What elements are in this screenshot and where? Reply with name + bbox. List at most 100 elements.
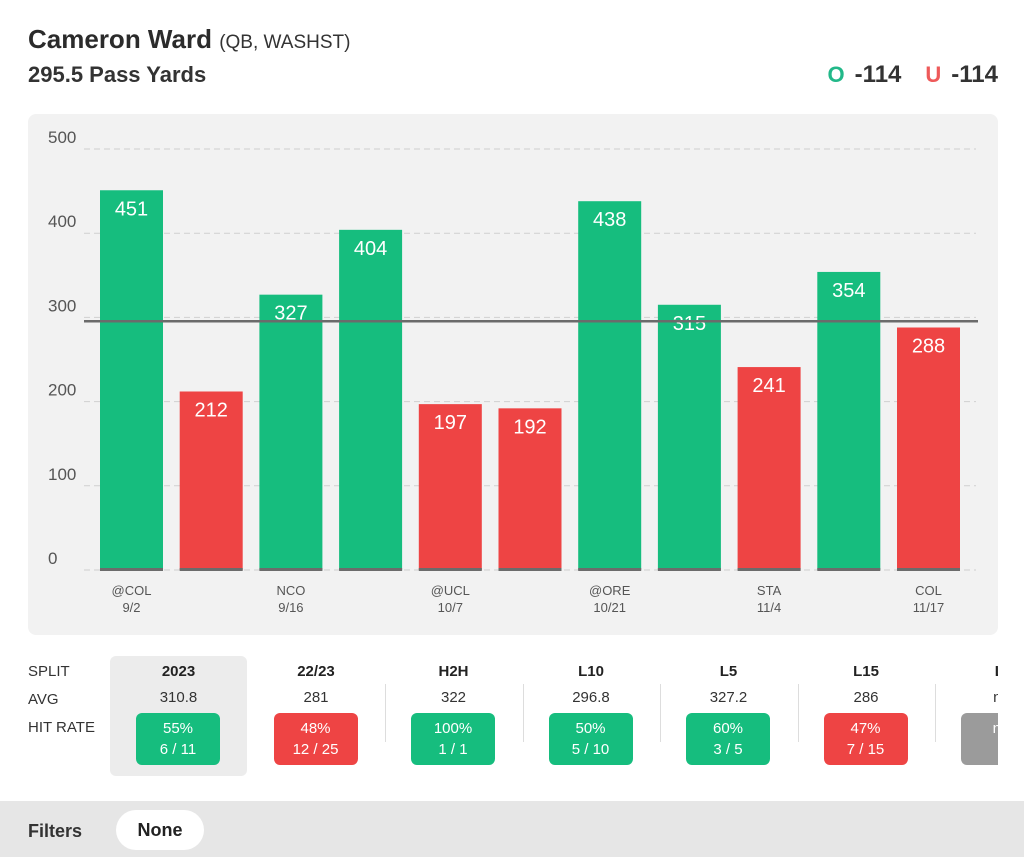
bar (339, 229, 403, 570)
y-tick-label: 400 (48, 212, 76, 231)
x-tick-opponent: @UCL (431, 583, 470, 598)
split-label: SPLIT (28, 663, 70, 680)
split-column-h2h[interactable]: H2H 322 100% 1 / 1 (385, 656, 522, 776)
bar-base (339, 568, 403, 571)
x-tick-opponent: NCO (276, 583, 305, 598)
y-tick-label: 200 (48, 381, 76, 400)
split-name: L3 (935, 663, 998, 680)
over-symbol: O (827, 62, 845, 87)
odds-display: O -114 U -114 (828, 61, 998, 89)
bar-base (179, 568, 243, 571)
split-name: 2023 (161, 663, 196, 680)
hit-rate-record: 1 / 1 (438, 741, 468, 758)
player-meta: (QB, WASHST) (219, 32, 351, 53)
hit-rate-record: 7 / 15 (846, 741, 885, 758)
x-tick-date: 9/2 (122, 600, 140, 615)
under-odds[interactable]: -114 (951, 61, 998, 88)
bar-value-label: 354 (832, 280, 865, 302)
bar (897, 327, 960, 570)
split-column-l10[interactable]: L10 296.8 50% 5 / 10 (522, 656, 660, 776)
y-tick-label: 100 (48, 465, 76, 484)
split-avg: 286 (853, 689, 879, 706)
hit-rate-record: 5 / 10 (571, 741, 610, 758)
bar (657, 304, 721, 570)
hit-rate-percent: 48% (300, 720, 331, 737)
bar-base (657, 568, 721, 571)
split-column-2023[interactable]: 2023 310.8 55% 6 / 11 (110, 656, 247, 776)
bar (817, 271, 881, 570)
hit-rate-percent: 60% (712, 720, 744, 737)
y-tick-label: 500 (48, 128, 76, 147)
bar-value-label: 327 (274, 303, 307, 325)
splits-table: SPLIT AVG HIT RATE 2023 310.8 55% 6 / 11 22/… (28, 656, 998, 776)
split-avg: 327.2 (709, 689, 748, 706)
x-tick-opponent: @COL (112, 583, 152, 598)
column-divider (660, 684, 661, 742)
bar-value-label: 241 (752, 375, 785, 397)
bar-base (498, 568, 562, 571)
filters-bar: Filters None (0, 801, 1024, 857)
hit-rate-record: 6 / 11 (159, 741, 197, 758)
bar-chart: 0 100 200 300 400 500 451 212 327 404 197 192 438 315… (48, 128, 978, 615)
chart-panel: 0 100 200 300 400 500 451 212 327 404 197 192 438 315… (28, 114, 998, 635)
hit-rate-percent: n/a (992, 720, 998, 737)
bar-value-label: 404 (354, 238, 387, 260)
bar-value-label: 438 (593, 209, 626, 231)
bar (418, 404, 482, 570)
bar (179, 391, 243, 570)
split-name: L5 (719, 663, 738, 680)
hit-rate-pill: n/a (961, 713, 998, 765)
header: Cameron Ward (QB, WASHST) 295.5 Pass Yar… (28, 24, 998, 104)
x-tick-date: 9/16 (278, 600, 303, 615)
split-column-2223[interactable]: 22/23 281 48% 12 / 25 (248, 656, 385, 776)
split-avg: 281 (303, 689, 329, 706)
avg-label: AVG (28, 691, 59, 708)
split-avg: n/a (993, 689, 998, 706)
under-symbol: U (925, 62, 942, 87)
split-name: H2H (438, 663, 469, 680)
hit-rate-pill: 47% 7 / 15 (823, 713, 908, 765)
filters-button[interactable]: None (116, 810, 204, 850)
bar-base (817, 568, 881, 571)
hit-rate-record: 3 / 5 (713, 741, 743, 758)
split-avg: 322 (440, 689, 467, 706)
player-title: Cameron Ward (QB, WASHST) (28, 24, 350, 55)
bar (578, 201, 642, 570)
bar (100, 190, 163, 570)
bar-base (737, 568, 801, 571)
x-tick-opponent: STA (757, 583, 782, 598)
split-avg: 310.8 (159, 689, 198, 706)
bar (498, 408, 562, 570)
column-divider (385, 684, 386, 742)
bar-base (259, 568, 323, 571)
bar-base (418, 568, 482, 571)
bar-base (100, 568, 163, 571)
bar-value-label: 315 (673, 313, 706, 335)
split-avg: 296.8 (572, 689, 610, 706)
over-odds[interactable]: -114 (854, 61, 902, 88)
hit-rate-pill: 100% 1 / 1 (411, 713, 495, 765)
hit-rate-percent: 55% (162, 720, 194, 737)
x-tick-opponent: COL (915, 583, 942, 598)
hit-rate-pill: 48% 12 / 25 (273, 713, 358, 765)
split-column-l5[interactable]: L5 327.2 60% 3 / 5 (660, 656, 797, 776)
column-divider (797, 684, 799, 742)
hit-rate-record: 12 / 25 (292, 741, 339, 758)
column-divider (935, 684, 936, 742)
hit-rate-percent: 100% (433, 720, 473, 737)
bar-base (578, 568, 642, 571)
prop-line: 295.5 Pass Yards (28, 62, 207, 87)
hit-rate-pill: 55% 6 / 11 (136, 713, 220, 765)
x-tick-date: 11/17 (913, 600, 945, 615)
split-name: L15 (853, 663, 879, 680)
split-column-l15[interactable]: L15 286 47% 7 / 15 (797, 656, 935, 776)
split-column-l3[interactable]: L3 n/a n/a (935, 656, 998, 776)
hit-rate-pill: 60% 3 / 5 (686, 713, 770, 765)
y-tick-label: 300 (48, 296, 76, 315)
bar-value-label: 197 (434, 412, 467, 434)
x-tick-date: 10/21 (593, 600, 626, 615)
split-name: 22/23 (297, 663, 335, 680)
bar-value-label: 192 (513, 416, 546, 438)
hit-rate-label: HIT RATE (28, 719, 95, 736)
split-name: L10 (578, 663, 604, 680)
